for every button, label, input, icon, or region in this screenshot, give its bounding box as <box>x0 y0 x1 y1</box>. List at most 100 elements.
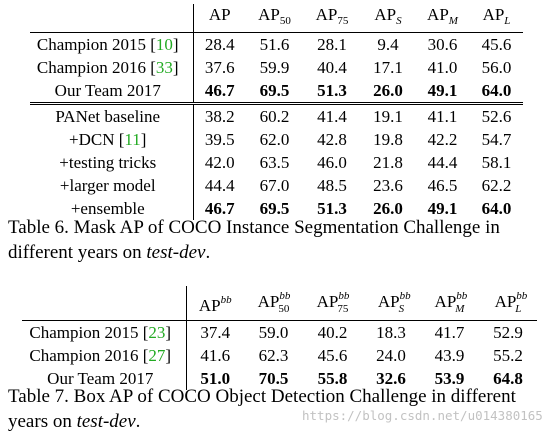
column-header-apl: APL <box>470 4 523 33</box>
table-cell: 48.5 <box>317 176 347 195</box>
table-cell: 17.1 <box>373 58 403 77</box>
citation-link[interactable]: 10 <box>155 35 173 54</box>
table-row: Champion 2016 [27] 41.6 62.3 45.6 24.0 43.9 55… <box>22 344 537 367</box>
table-cell: 40.4 <box>317 58 347 77</box>
table-7-caption: Table 7. Box AP of COCO Object Detection… <box>8 386 516 432</box>
table-cell: 9.4 <box>377 35 399 54</box>
table-row: +ensemble 46.7 69.5 51.3 26.0 49.1 64.0 <box>30 197 523 220</box>
table-cell: 70.5 <box>258 369 289 388</box>
table-cell: 19.1 <box>373 107 403 126</box>
table-cell: 44.4 <box>427 153 458 172</box>
table-cell: 21.8 <box>373 153 403 172</box>
table-cell: 41.4 <box>317 107 347 126</box>
table-cell: 41.0 <box>427 58 458 77</box>
row-label: Champion 2015 [23] <box>22 320 187 344</box>
table-7: APbb APbb50 APbb75 APbbS APbbM APbbL Cha… <box>22 286 537 390</box>
table-cell: 30.6 <box>427 35 458 54</box>
table-row: Champion 2015 [23] 37.4 59.0 40.2 18.3 41.7 52… <box>22 320 537 344</box>
table-cell: 58.1 <box>481 153 512 172</box>
table-cell: 52.6 <box>481 107 512 126</box>
header-blank <box>22 286 187 321</box>
row-label: Our Team 2017 <box>30 79 194 105</box>
column-header-apm-bb: APbbM <box>420 286 479 321</box>
table-cell: 44.4 <box>204 176 235 195</box>
table-cell: 32.6 <box>376 369 406 388</box>
table-cell: 40.2 <box>317 323 348 342</box>
table-cell: 51.0 <box>200 369 231 388</box>
table-cell: 18.3 <box>376 323 406 342</box>
watermark: https://blog.csdn.net/u014380165 <box>302 408 543 423</box>
table-cell: 63.5 <box>259 153 290 172</box>
table-cell: 60.2 <box>259 107 290 126</box>
column-header-ap75-bb: APbb75 <box>303 286 362 321</box>
table-cell: 28.4 <box>204 35 235 54</box>
row-label: Champion 2016 [27] <box>22 344 187 367</box>
table-cell: 39.5 <box>204 130 235 149</box>
table-cell: 67.0 <box>259 176 290 195</box>
citation-link[interactable]: 11 <box>124 130 141 149</box>
table-row: Champion 2015 [10] 28.4 51.6 28.1 9.4 30.6 45.… <box>30 32 523 56</box>
row-label: Champion 2015 [10] <box>30 32 194 56</box>
table-6-header: AP AP50 AP75 APS APM APL <box>30 4 523 33</box>
table-cell: 52.9 <box>493 323 523 342</box>
citation-link[interactable]: 23 <box>148 323 166 342</box>
column-header-ap-bb: APbb <box>186 286 244 321</box>
table-cell: 42.0 <box>204 153 235 172</box>
row-label: +testing tricks <box>30 151 194 174</box>
column-header-aps-bb: APbbS <box>362 286 420 321</box>
table-cell: 42.8 <box>317 130 347 149</box>
table-cell: 43.9 <box>434 346 465 365</box>
table-cell: 49.1 <box>415 79 470 105</box>
table-cell: 42.2 <box>427 130 458 149</box>
table-cell: 53.9 <box>434 369 465 388</box>
column-header-apl-bb: APbbL <box>479 286 537 321</box>
table-cell: 37.4 <box>200 323 231 342</box>
table-cell: 45.6 <box>481 35 512 54</box>
table-cell: 51.3 <box>317 199 347 218</box>
table-cell: 51.3 <box>303 79 361 105</box>
column-header-ap75: AP75 <box>303 4 361 33</box>
table-cell: 59.0 <box>258 323 289 342</box>
table-cell: 49.1 <box>427 199 458 218</box>
row-label: +ensemble <box>30 197 194 220</box>
table-cell: 69.5 <box>259 199 290 218</box>
table-cell: 45.6 <box>317 346 348 365</box>
table-row: Our Team 2017 46.7 69.5 51.3 26.0 49.1 64.0 <box>30 79 523 105</box>
table-cell: 51.6 <box>259 35 290 54</box>
table-cell: 64.8 <box>493 369 523 388</box>
table-cell: 55.2 <box>493 346 523 365</box>
table-row: Our Team 2017 51.0 70.5 55.8 32.6 53.9 64.8 <box>22 367 537 390</box>
column-header-ap50-bb: APbb50 <box>244 286 303 321</box>
table-cell: 62.0 <box>259 130 290 149</box>
column-header-apm: APM <box>415 4 470 33</box>
table-cell: 46.5 <box>427 176 458 195</box>
table-cell: 46.7 <box>204 199 235 218</box>
table-7-header: APbb APbb50 APbb75 APbbS APbbM APbbL <box>22 286 537 321</box>
citation-link[interactable]: 33 <box>155 58 173 77</box>
table-cell: 41.7 <box>434 323 465 342</box>
table-cell: 37.6 <box>204 58 235 77</box>
table-cell: 62.2 <box>481 176 512 195</box>
table-cell: 41.1 <box>427 107 458 126</box>
table-cell: 54.7 <box>481 130 512 149</box>
table-cell: 41.6 <box>200 346 231 365</box>
table-cell: 59.9 <box>259 58 290 77</box>
row-label: Our Team 2017 <box>22 367 187 390</box>
column-header-ap50: AP50 <box>246 4 303 33</box>
table-row: +testing tricks 42.0 63.5 46.0 21.8 44.4 58.1 <box>30 151 523 174</box>
table-cell: 55.8 <box>317 369 348 388</box>
table-row: Champion 2016 [33] 37.6 59.9 40.4 17.1 41.0 56… <box>30 56 523 79</box>
table-cell: 24.0 <box>376 346 406 365</box>
table-cell: 64.0 <box>470 79 523 105</box>
row-label: PANet baseline <box>30 103 194 128</box>
table-cell: 62.3 <box>258 346 289 365</box>
table-cell: 56.0 <box>481 58 512 77</box>
table-cell: 23.6 <box>373 176 403 195</box>
citation-link[interactable]: 27 <box>148 346 166 365</box>
table-cell: 28.1 <box>317 35 347 54</box>
table-row: +DCN [11] 39.5 62.0 42.8 19.8 42.2 54.7 <box>30 128 523 151</box>
table-cell: 46.0 <box>317 153 347 172</box>
table-6-caption: Table 6. Mask AP of COCO Instance Segmen… <box>8 217 500 263</box>
table-cell: 38.2 <box>204 107 235 126</box>
table-cell: 19.8 <box>373 130 403 149</box>
